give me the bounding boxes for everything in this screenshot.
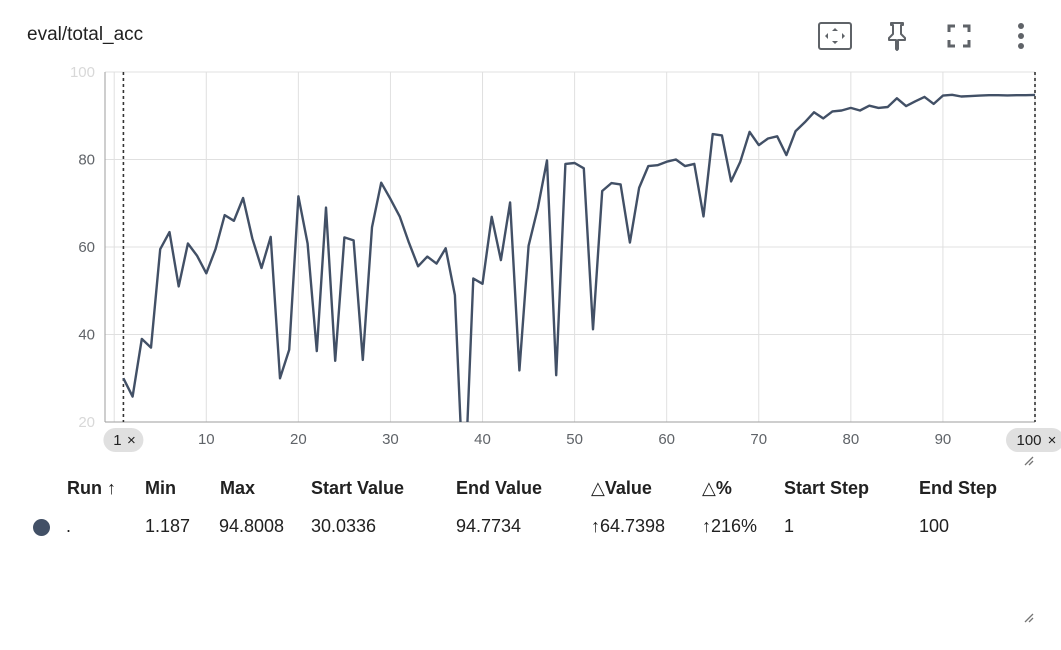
x-tick-label: 30 bbox=[382, 431, 399, 448]
cell-start-value: 30.0336 bbox=[311, 516, 377, 536]
cell-run: . bbox=[66, 516, 72, 536]
range-marker-label: 1 bbox=[113, 432, 121, 449]
y-tick-label: 60 bbox=[78, 239, 95, 256]
chart-resize-handle-icon[interactable] bbox=[1024, 456, 1034, 466]
x-tick-label: 10 bbox=[198, 431, 215, 448]
close-icon: × bbox=[1048, 432, 1057, 449]
header-delta-pct[interactable]: △% bbox=[702, 478, 732, 498]
x-tick-label: 40 bbox=[474, 431, 491, 448]
y-tick-label: 100 bbox=[70, 64, 95, 81]
x-tick-label: 80 bbox=[842, 431, 859, 448]
card-title: eval/total_acc bbox=[27, 24, 144, 45]
close-icon: × bbox=[127, 432, 136, 449]
cell-delta-pct: ↑216% bbox=[702, 516, 758, 536]
cell-min: 1.187 bbox=[145, 516, 191, 536]
fit-domain-button[interactable] bbox=[813, 16, 857, 56]
table-resize-handle-icon[interactable] bbox=[1024, 613, 1034, 623]
cell-end-value: 94.7734 bbox=[456, 516, 522, 536]
series-line bbox=[122, 93, 1035, 422]
range-marker-pill bbox=[1006, 428, 1061, 452]
range-marker-pill bbox=[103, 428, 144, 452]
header-run[interactable]: Run ↑ bbox=[67, 478, 116, 498]
more-vert-icon bbox=[1018, 23, 1024, 49]
header-end-step[interactable]: End Step bbox=[919, 478, 998, 498]
x-tick-label: 20 bbox=[290, 431, 307, 448]
x-tick-label: 70 bbox=[750, 431, 767, 448]
more-options-button[interactable] bbox=[999, 16, 1043, 56]
y-tick-label: 40 bbox=[78, 327, 95, 344]
cell-max: 94.8008 bbox=[219, 516, 285, 536]
x-tick-label: 90 bbox=[935, 431, 952, 448]
pin-icon bbox=[888, 22, 906, 51]
header-min[interactable]: Min bbox=[145, 478, 176, 498]
header-start-step[interactable]: Start Step bbox=[784, 478, 870, 498]
range-marker-chip[interactable]: 1 × bbox=[103, 428, 144, 452]
range-marker-chip[interactable]: 100 × bbox=[1006, 428, 1061, 452]
header-start-value[interactable]: Start Value bbox=[311, 478, 405, 498]
x-tick-label: 60 bbox=[658, 431, 675, 448]
header-delta-value[interactable]: △Value bbox=[591, 478, 652, 498]
x-tick-label: 50 bbox=[566, 431, 583, 448]
cell-end-step: 100 bbox=[919, 516, 950, 536]
cell-start-step: 1 bbox=[784, 516, 795, 536]
header-max[interactable]: Max bbox=[220, 478, 256, 498]
y-tick-label: 80 bbox=[78, 152, 95, 169]
range-marker-label: 100 bbox=[1016, 432, 1041, 449]
line-chart[interactable]: 01020304050607080901204060801001×100× bbox=[0, 62, 1061, 467]
fit-domain-icon bbox=[818, 22, 852, 50]
run-color-dot[interactable] bbox=[33, 519, 50, 536]
pin-button[interactable] bbox=[875, 16, 919, 56]
y-tick-label: 20 bbox=[78, 414, 95, 431]
card-toolbar bbox=[795, 16, 1043, 56]
fullscreen-button[interactable] bbox=[937, 16, 981, 56]
cell-delta-value: ↑64.7398 bbox=[591, 516, 666, 536]
fullscreen-icon bbox=[947, 24, 971, 48]
header-end-value[interactable]: End Value bbox=[456, 478, 543, 498]
